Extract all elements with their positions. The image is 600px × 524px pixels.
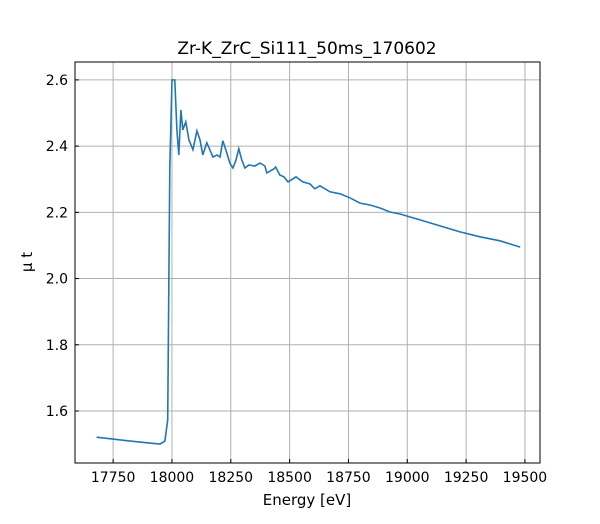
y-tick-label: 2.0 bbox=[46, 272, 68, 288]
series-line-mu-t bbox=[96, 79, 521, 445]
x-tick-label: 18000 bbox=[150, 470, 195, 486]
plot-frame bbox=[74, 61, 541, 464]
y-tick-label: 2.2 bbox=[46, 205, 68, 221]
x-axis-label: Energy [eV] bbox=[263, 491, 351, 509]
x-tick-label: 19250 bbox=[444, 470, 489, 486]
y-axis-label: μ t bbox=[18, 252, 36, 272]
x-tick-label: 18500 bbox=[267, 470, 312, 486]
y-tick-label: 2.4 bbox=[46, 139, 68, 155]
x-tick-label: 19000 bbox=[385, 470, 430, 486]
x-tick-label: 18750 bbox=[326, 470, 371, 486]
chart-title: Zr-K_ZrC_Si111_50ms_170602 bbox=[177, 39, 436, 59]
y-tick-label: 2.6 bbox=[46, 73, 68, 89]
x-tick-label: 18250 bbox=[209, 470, 254, 486]
y-tick-label: 1.8 bbox=[46, 338, 68, 354]
x-tick-label: 19500 bbox=[503, 470, 548, 486]
x-tick-label: 17750 bbox=[91, 470, 136, 486]
y-tick-label: 1.6 bbox=[46, 404, 68, 420]
